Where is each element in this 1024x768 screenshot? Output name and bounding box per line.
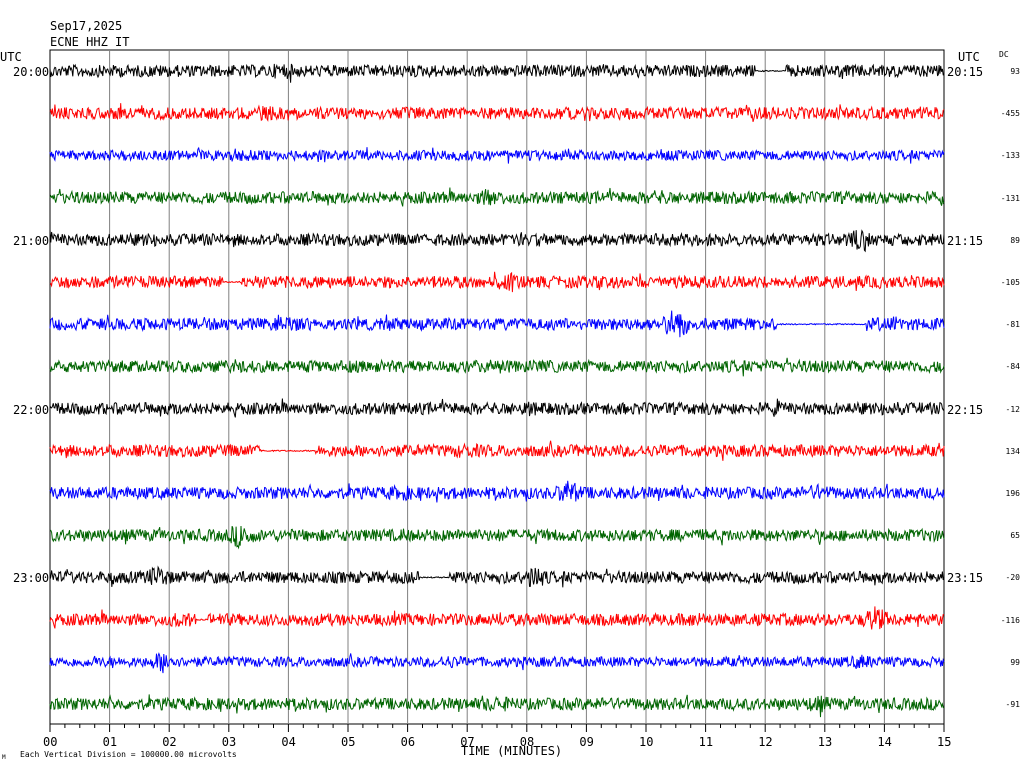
right-timezone-label: UTC <box>958 50 980 64</box>
row-end-label: 20:15 <box>947 65 984 79</box>
row-start-label: 20:00 <box>13 65 50 79</box>
x-tick-label: 01 <box>102 735 118 749</box>
dc-offset-label: -91 <box>1005 700 1020 709</box>
trace-line <box>49 694 945 718</box>
trace-line <box>49 310 945 338</box>
dc-offset-label: -131 <box>1000 193 1020 203</box>
trace-line <box>49 271 945 293</box>
x-tick-label: 12 <box>758 735 773 749</box>
dc-offset-label: -105 <box>1000 278 1020 287</box>
trace-line <box>49 652 945 674</box>
trace-line <box>49 398 945 418</box>
dc-offset-label: 196 <box>1005 489 1020 498</box>
x-tick-label: 05 <box>341 735 356 749</box>
corner-mark: M <box>2 754 6 761</box>
dc-offset-label: 65 <box>1010 531 1020 541</box>
dc-offset-label: -20 <box>1005 573 1020 583</box>
trace-line <box>49 357 945 377</box>
dc-offset-label: 99 <box>1010 657 1020 667</box>
dc-offset-label: -81 <box>1005 320 1020 330</box>
dc-column-label: DC <box>999 50 1009 59</box>
x-tick-label: 02 <box>162 735 177 749</box>
left-timezone-label: UTC <box>0 50 22 64</box>
trace-line <box>49 146 945 164</box>
trace-line <box>49 480 945 503</box>
x-tick-label: 14 <box>877 735 892 749</box>
x-tick-label: 03 <box>221 735 237 749</box>
dc-offset-label: 89 <box>1010 235 1020 245</box>
x-tick-label: 06 <box>400 735 416 749</box>
row-start-label: 22:00 <box>13 402 50 417</box>
row-end-label: 21:15 <box>947 233 984 248</box>
x-tick-label: 07 <box>460 735 475 749</box>
x-tick-label: 11 <box>698 735 714 749</box>
x-tick-label: 10 <box>639 735 654 749</box>
trace-line <box>49 63 945 83</box>
dc-offset-label: 134 <box>1005 446 1020 456</box>
dc-offset-label: -12 <box>1005 404 1020 414</box>
x-axis-title: TIME (MINUTES) <box>461 744 563 758</box>
trace-line <box>49 525 945 550</box>
row-start-label: 21:00 <box>13 233 50 248</box>
trace-line <box>49 103 945 122</box>
dc-offset-label: -84 <box>1005 362 1020 372</box>
trace-line <box>49 187 945 207</box>
x-tick-label: 15 <box>937 735 952 749</box>
x-tick-label: 04 <box>281 735 296 749</box>
row-end-label: 22:15 <box>947 402 984 417</box>
scale-note: Each Vertical Division = 100000.00 micro… <box>20 750 237 759</box>
row-end-label: 23:15 <box>947 571 984 586</box>
dc-offset-label: -133 <box>1000 151 1020 161</box>
x-tick-label: 08 <box>519 735 535 749</box>
row-start-label: 23:00 <box>13 571 50 586</box>
trace-line <box>49 440 945 461</box>
trace-line <box>49 229 945 253</box>
x-tick-label: 09 <box>579 735 594 749</box>
station-label: ECNE HHZ IT <box>50 35 130 49</box>
dc-offset-label: -455 <box>1000 109 1020 119</box>
x-tick-label: 00 <box>43 735 58 749</box>
trace-line <box>49 565 945 588</box>
x-tick-label: 13 <box>817 735 833 749</box>
date-label: Sep17,2025 <box>50 19 123 33</box>
dc-offset-label: -116 <box>1000 615 1020 625</box>
dc-offset-label: 93 <box>1010 67 1020 76</box>
trace-line <box>49 606 945 630</box>
